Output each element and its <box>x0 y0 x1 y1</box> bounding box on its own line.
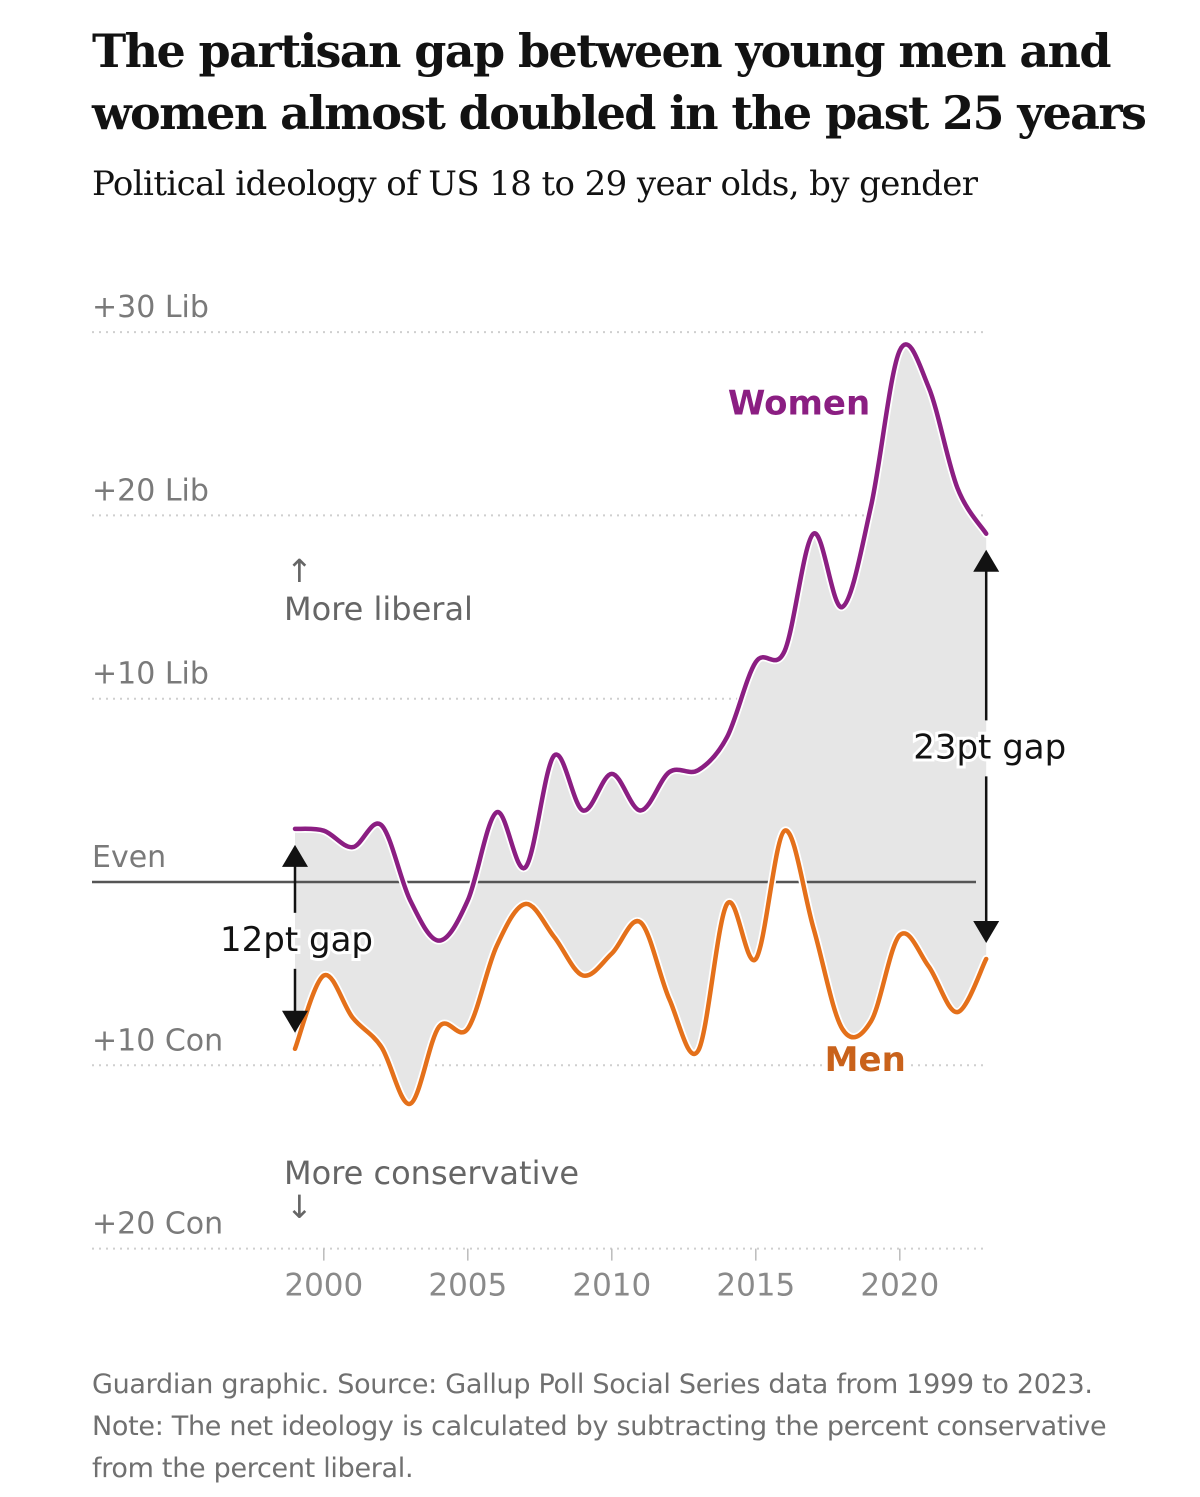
x-tick-label: 2010 <box>572 1268 651 1304</box>
y-tick-label: +20 Lib <box>92 473 209 508</box>
men-series-label: Men <box>825 1040 906 1080</box>
chart-subtitle: Political ideology of US 18 to 29 year o… <box>92 164 978 204</box>
arrow-down-icon: ↓ <box>286 1188 313 1226</box>
annotations: 12pt gap 23pt gap ↑More liberal More conser… <box>217 381 1069 1226</box>
women-line <box>292 342 989 943</box>
x-tick-label: 2015 <box>716 1268 795 1304</box>
arrow-down-icon <box>282 1010 308 1033</box>
y-tick-label: +10 Con <box>92 1023 223 1058</box>
arrow-up-icon: ↑ <box>286 552 313 590</box>
x-tick-label: 2020 <box>860 1268 939 1304</box>
gap-1999-label: 12pt gap <box>220 920 373 960</box>
arrow-up-icon <box>973 549 1000 572</box>
x-axis: 2000 2005 2010 2015 2020 <box>284 1248 939 1304</box>
gap-2023-label: 23pt gap <box>913 727 1066 767</box>
source-note: Guardian graphic. Source: Gallup Poll So… <box>92 1369 1107 1484</box>
y-tick-label: +30 Lib <box>92 290 209 325</box>
y-tick-label: +20 Con <box>92 1207 223 1242</box>
men-line <box>292 828 989 1107</box>
more-liberal-label: More liberal <box>284 590 473 628</box>
series-lines <box>291 340 991 1108</box>
gridlines <box>92 331 985 1250</box>
y-tick-labels: +30 Lib +20 Lib +10 Lib Even +10 Con +20 Con <box>92 290 223 1242</box>
y-tick-label: +10 Lib <box>92 657 209 692</box>
women-series-label: Women <box>728 384 870 424</box>
chart-title: The partisan gap between young men and w… <box>92 24 1147 140</box>
more-conservative-label: More conservative <box>284 1154 579 1192</box>
arrow-up-icon <box>282 844 308 867</box>
x-tick-label: 2000 <box>284 1268 363 1304</box>
x-tick-label: 2005 <box>428 1268 507 1304</box>
y-tick-label: Even <box>92 840 166 875</box>
arrow-down-icon <box>973 920 1000 943</box>
